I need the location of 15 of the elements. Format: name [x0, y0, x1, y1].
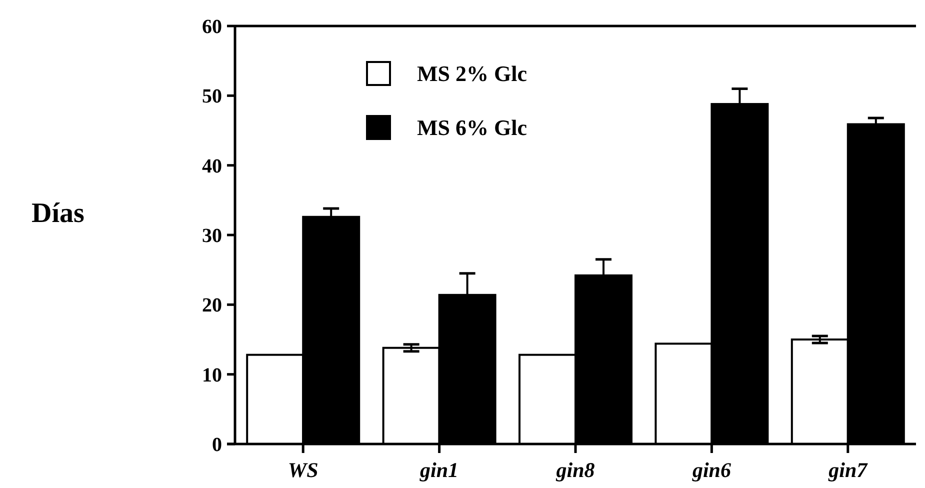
legend-label: MS 2% Glc	[417, 61, 528, 86]
legend-label: MS 6% Glc	[417, 115, 528, 140]
y-tick-label: 30	[202, 225, 222, 247]
x-tick-label: gin7	[828, 458, 869, 482]
y-tick-label: 20	[202, 294, 222, 317]
y-tick-label: 10	[202, 364, 222, 386]
x-tick-label: WS	[288, 458, 318, 482]
y-axis-title: Días	[32, 198, 85, 229]
y-tick-label: 60	[202, 16, 222, 38]
x-tick-label: gin6	[691, 458, 732, 482]
x-tick-label: gin8	[555, 458, 596, 482]
x-tick-label: gin1	[419, 458, 459, 482]
y-tick-label: 0	[212, 434, 222, 456]
y-tick-label: 40	[202, 155, 222, 178]
y-tick-label: 50	[202, 86, 222, 108]
